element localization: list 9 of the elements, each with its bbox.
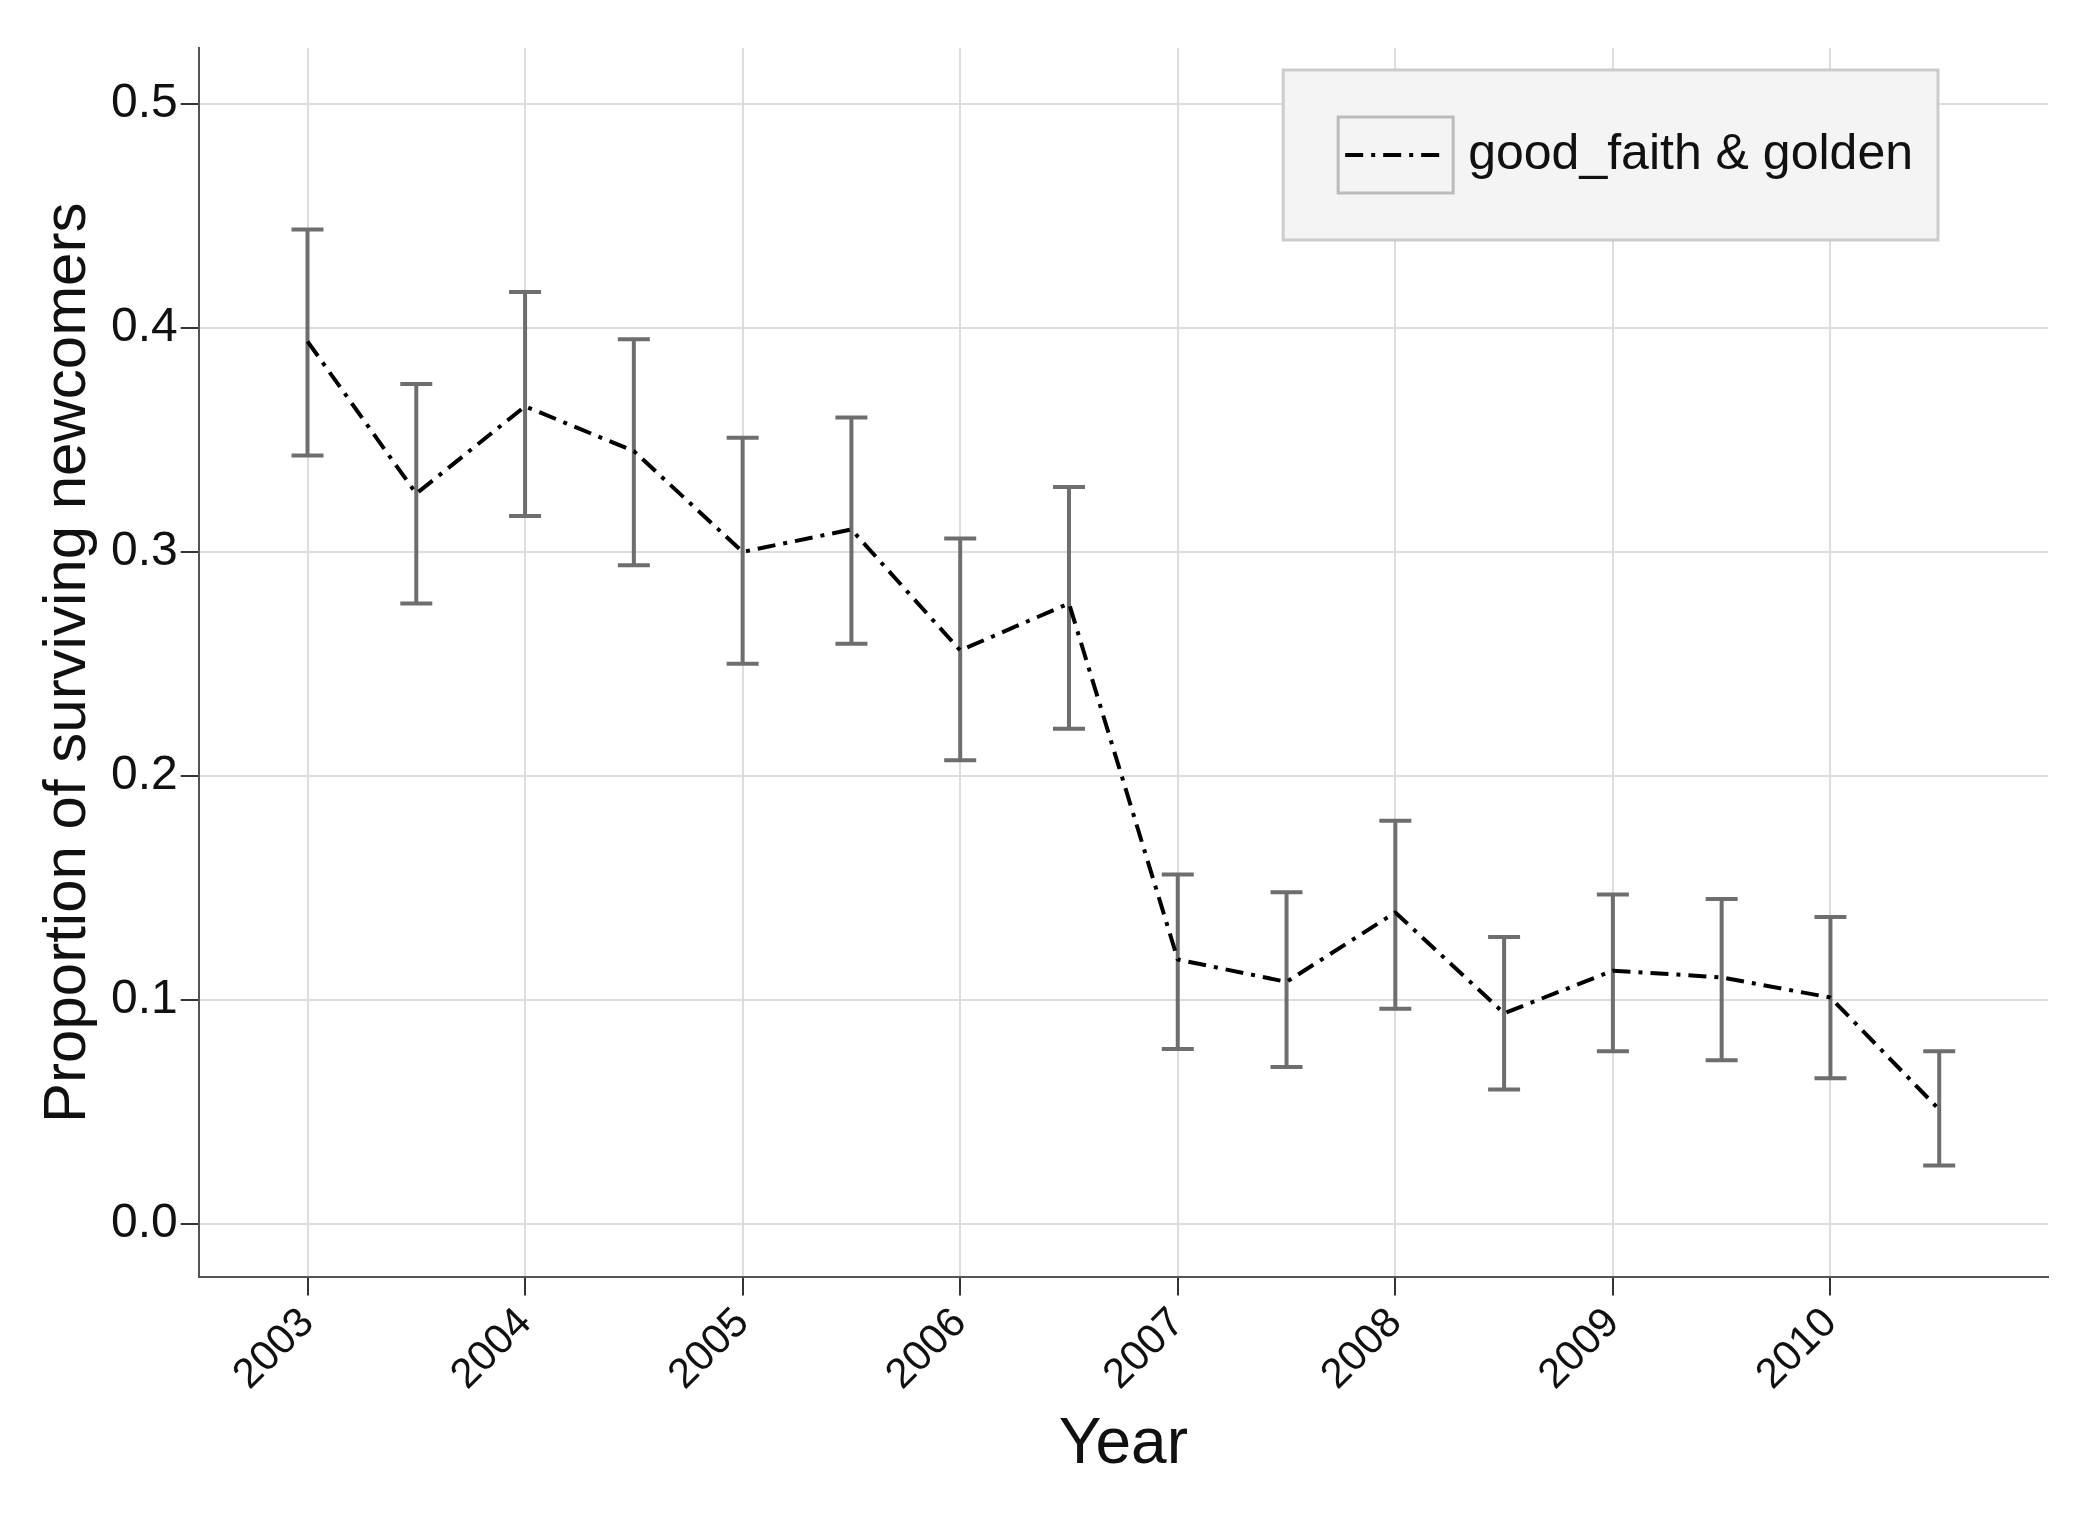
y-tick-label: 0.5 xyxy=(110,74,178,128)
y-tick-label: 0.0 xyxy=(110,1193,178,1247)
y-axis-title: Proportion of surviving newcomers xyxy=(30,202,98,1123)
y-tick-label: 0.1 xyxy=(110,970,178,1024)
y-tick-label: 0.2 xyxy=(110,746,178,800)
y-tick-label: 0.4 xyxy=(110,298,178,352)
x-axis-title: Year xyxy=(1058,1405,1189,1478)
legend-label: good_faith & golden xyxy=(1468,123,1913,180)
y-tick-label: 0.3 xyxy=(110,522,178,576)
